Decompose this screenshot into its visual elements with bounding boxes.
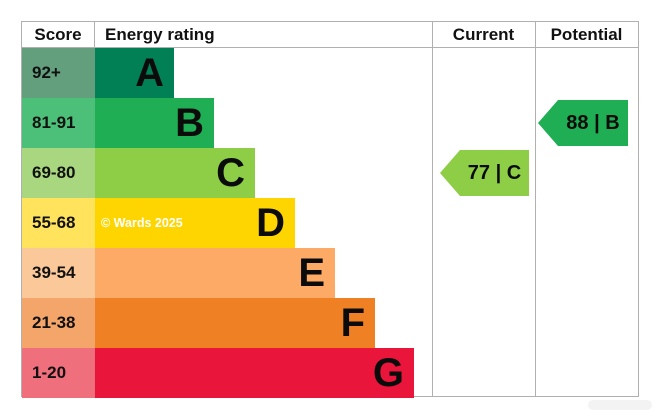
- band-bar-g: G: [95, 348, 414, 398]
- table-header: Score Energy rating Current Potential: [22, 22, 638, 48]
- potential-rating-arrow: 88 | B: [538, 100, 628, 146]
- band-letter-c: C: [216, 151, 245, 195]
- band-bar-b: B: [95, 98, 214, 148]
- band-letter-e: E: [298, 251, 325, 295]
- energy-rating-table: Score Energy rating Current Potential 92…: [21, 21, 639, 398]
- band-rows: 92+ A 81-91 B 69-80 C 55-68 © W: [22, 48, 638, 398]
- band-row-d: 55-68 © Wards 2025 D: [22, 198, 638, 248]
- band-letter-g: G: [372, 351, 404, 395]
- faded-corner-badge: [588, 400, 652, 410]
- band-letter-d: D: [256, 201, 285, 245]
- column-header-current: Current: [452, 25, 515, 44]
- column-header-potential: Potential: [550, 25, 623, 44]
- current-rating-arrow: 77 | C: [440, 150, 529, 196]
- band-row-g: 1-20 G: [22, 348, 638, 398]
- band-row-e: 39-54 E: [22, 248, 638, 298]
- band-bar-d: © Wards 2025 D: [95, 198, 295, 248]
- band-bar-c: C: [95, 148, 255, 198]
- band-score-range-f: 21-38: [22, 298, 95, 348]
- band-letter-a: A: [135, 51, 164, 95]
- band-letter-b: B: [175, 101, 204, 145]
- band-bar-e: E: [95, 248, 335, 298]
- band-row-b: 81-91 B: [22, 98, 638, 148]
- column-divider-current: [432, 22, 433, 396]
- band-row-a: 92+ A: [22, 48, 638, 98]
- band-bar-f: F: [95, 298, 375, 348]
- band-row-f: 21-38 F: [22, 298, 638, 348]
- band-score-range-g: 1-20: [22, 348, 95, 398]
- potential-rating-label: 88 | B: [566, 111, 620, 134]
- band-row-c: 69-80 C: [22, 148, 638, 198]
- band-score-range-c: 69-80: [22, 148, 95, 198]
- band-score-range-a: 92+: [22, 48, 95, 98]
- band-score-range-e: 39-54: [22, 248, 95, 298]
- current-rating-label: 77 | C: [467, 161, 522, 184]
- column-divider-potential: [535, 22, 536, 396]
- band-score-range-b: 81-91: [22, 98, 95, 148]
- band-score-range-d: 55-68: [22, 198, 95, 248]
- band-letter-f: F: [340, 301, 365, 345]
- column-header-energy-rating: Energy rating: [105, 25, 215, 44]
- band-bar-a: A: [95, 48, 174, 98]
- copyright-watermark: © Wards 2025: [101, 216, 183, 230]
- column-header-score: Score: [22, 22, 95, 47]
